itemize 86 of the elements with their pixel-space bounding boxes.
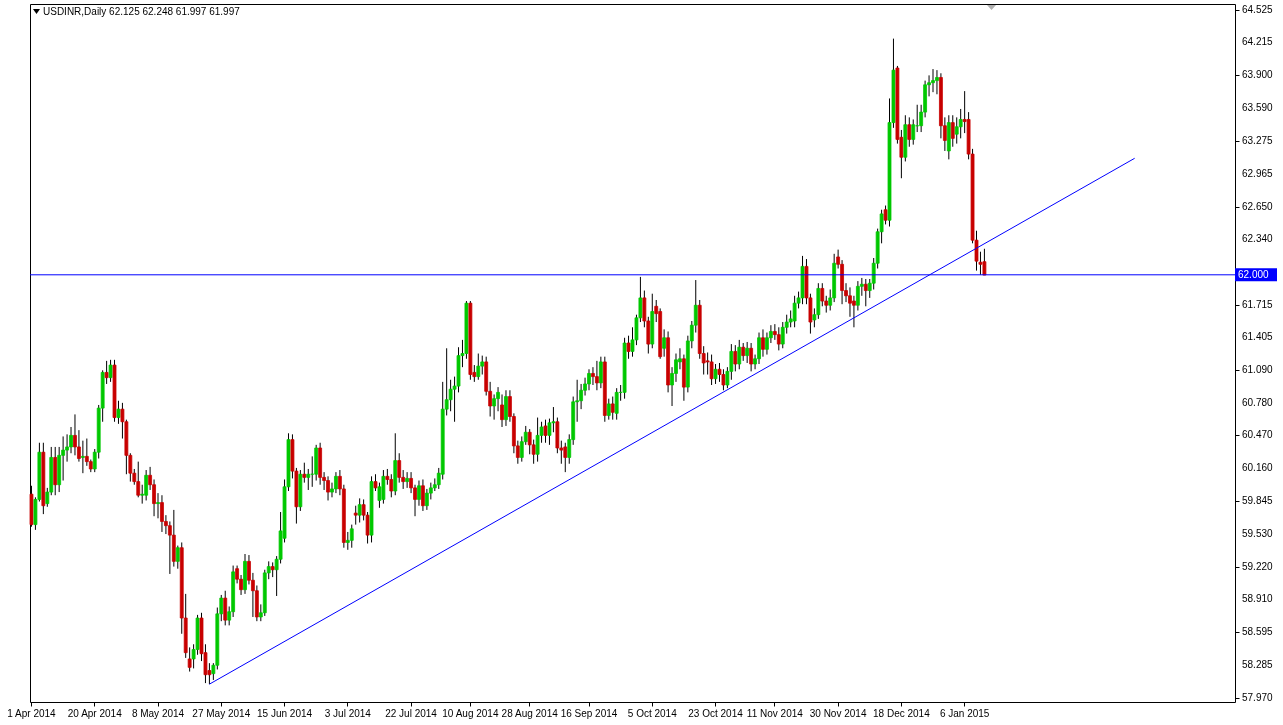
candlestick xyxy=(563,442,568,473)
candlestick xyxy=(334,471,338,494)
candlestick xyxy=(610,396,615,421)
y-tick-label: 58.910 xyxy=(1242,593,1274,605)
x-tick-label: 1 Apr 2014 xyxy=(7,707,57,719)
candlestick xyxy=(156,492,160,519)
candlestick xyxy=(595,360,599,391)
candlestick xyxy=(306,468,311,491)
candlestick xyxy=(709,354,714,386)
y-tick-label: 58.285 xyxy=(1242,658,1274,670)
candlestick xyxy=(626,335,631,360)
candlestick xyxy=(81,440,85,474)
x-tick-label: 8 May 2014 xyxy=(131,707,185,719)
candlestick xyxy=(108,359,113,383)
candlestick xyxy=(504,389,508,427)
candlestick xyxy=(223,590,228,626)
y-tick-label: 62.340 xyxy=(1242,233,1274,245)
x-tick-label: 23 Oct 2014 xyxy=(688,707,744,719)
candlestick xyxy=(480,355,485,376)
y-tick-label: 63.590 xyxy=(1242,101,1274,113)
candlestick xyxy=(326,475,330,501)
candlestick xyxy=(820,282,825,307)
candlestick xyxy=(136,461,141,498)
y-tick-label: 61.090 xyxy=(1242,364,1274,376)
candlestick xyxy=(982,248,987,276)
x-tick-label: 6 Jan 2015 xyxy=(939,707,990,719)
x-tick-label: 30 Nov 2014 xyxy=(809,707,867,719)
y-tick-label: 60.780 xyxy=(1242,396,1274,408)
candlestick xyxy=(733,344,738,372)
candlestick xyxy=(749,342,753,372)
candlestick xyxy=(911,118,916,146)
candlestick xyxy=(907,116,912,148)
x-tick-label: 10 Aug 2014 xyxy=(442,707,499,719)
x-tick-label: 5 Oct 2014 xyxy=(627,707,678,719)
y-tick-label: 63.900 xyxy=(1242,69,1274,81)
candlestick xyxy=(160,494,164,533)
chart-title: USDINR,Daily 62.125 62.248 61.997 61.997 xyxy=(43,6,241,17)
x-tick-label: 16 Sep 2014 xyxy=(560,707,618,719)
x-tick-label: 15 Jun 2014 xyxy=(257,707,313,719)
candlestick xyxy=(935,69,939,95)
x-tick-label: 3 Jul 2014 xyxy=(324,707,372,719)
candlestick xyxy=(761,328,765,358)
y-tick-label: 64.525 xyxy=(1242,3,1274,15)
candlestick xyxy=(397,452,402,484)
candlestick xyxy=(713,363,718,385)
x-tick-label: 28 Aug 2014 xyxy=(501,707,559,719)
candlestick xyxy=(776,326,781,351)
candlestick xyxy=(405,471,409,489)
y-tick-label: 57.970 xyxy=(1242,691,1274,703)
candlestick xyxy=(353,505,358,526)
y-tick-label: 61.405 xyxy=(1242,331,1274,343)
y-tick-label: 64.215 xyxy=(1242,36,1274,48)
x-tick-label: 18 Dec 2014 xyxy=(873,707,931,719)
ref-line-label: 62.000 xyxy=(1238,268,1270,280)
y-tick-label: 62.965 xyxy=(1242,167,1274,179)
candlestick xyxy=(389,473,394,498)
y-tick-label: 61.715 xyxy=(1242,298,1274,310)
candlestick xyxy=(543,419,548,444)
candlestick xyxy=(614,387,619,421)
candlestick xyxy=(421,478,425,512)
candlestick xyxy=(175,545,180,570)
candlestick xyxy=(476,353,481,381)
y-tick-label: 59.220 xyxy=(1242,560,1274,572)
x-tick-label: 20 Apr 2014 xyxy=(67,707,123,719)
candlestick xyxy=(745,341,750,364)
candlestick xyxy=(302,462,307,484)
candlestick xyxy=(606,398,611,421)
candlestick xyxy=(535,417,540,463)
y-tick-label: 60.470 xyxy=(1242,429,1274,441)
y-tick-label: 62.650 xyxy=(1242,200,1274,212)
y-tick-label: 58.595 xyxy=(1242,626,1274,638)
y-tick-label: 59.845 xyxy=(1242,495,1274,506)
candlestick xyxy=(950,114,955,148)
candlestick xyxy=(931,68,935,93)
candlestick xyxy=(662,328,667,358)
x-tick-label: 22 Jul 2014 xyxy=(385,707,438,719)
y-tick-label: 63.275 xyxy=(1242,134,1274,146)
x-tick-label: 27 May 2014 xyxy=(192,707,251,719)
candlestick xyxy=(144,469,149,501)
x-tick-label: 11 Nov 2014 xyxy=(746,707,804,719)
candlestick xyxy=(116,400,121,425)
candlestick xyxy=(757,332,761,365)
y-tick-label: 60.160 xyxy=(1242,461,1274,473)
y-tick-label: 59.530 xyxy=(1242,528,1274,540)
candlestick xyxy=(104,360,109,385)
candlestick xyxy=(598,356,603,389)
